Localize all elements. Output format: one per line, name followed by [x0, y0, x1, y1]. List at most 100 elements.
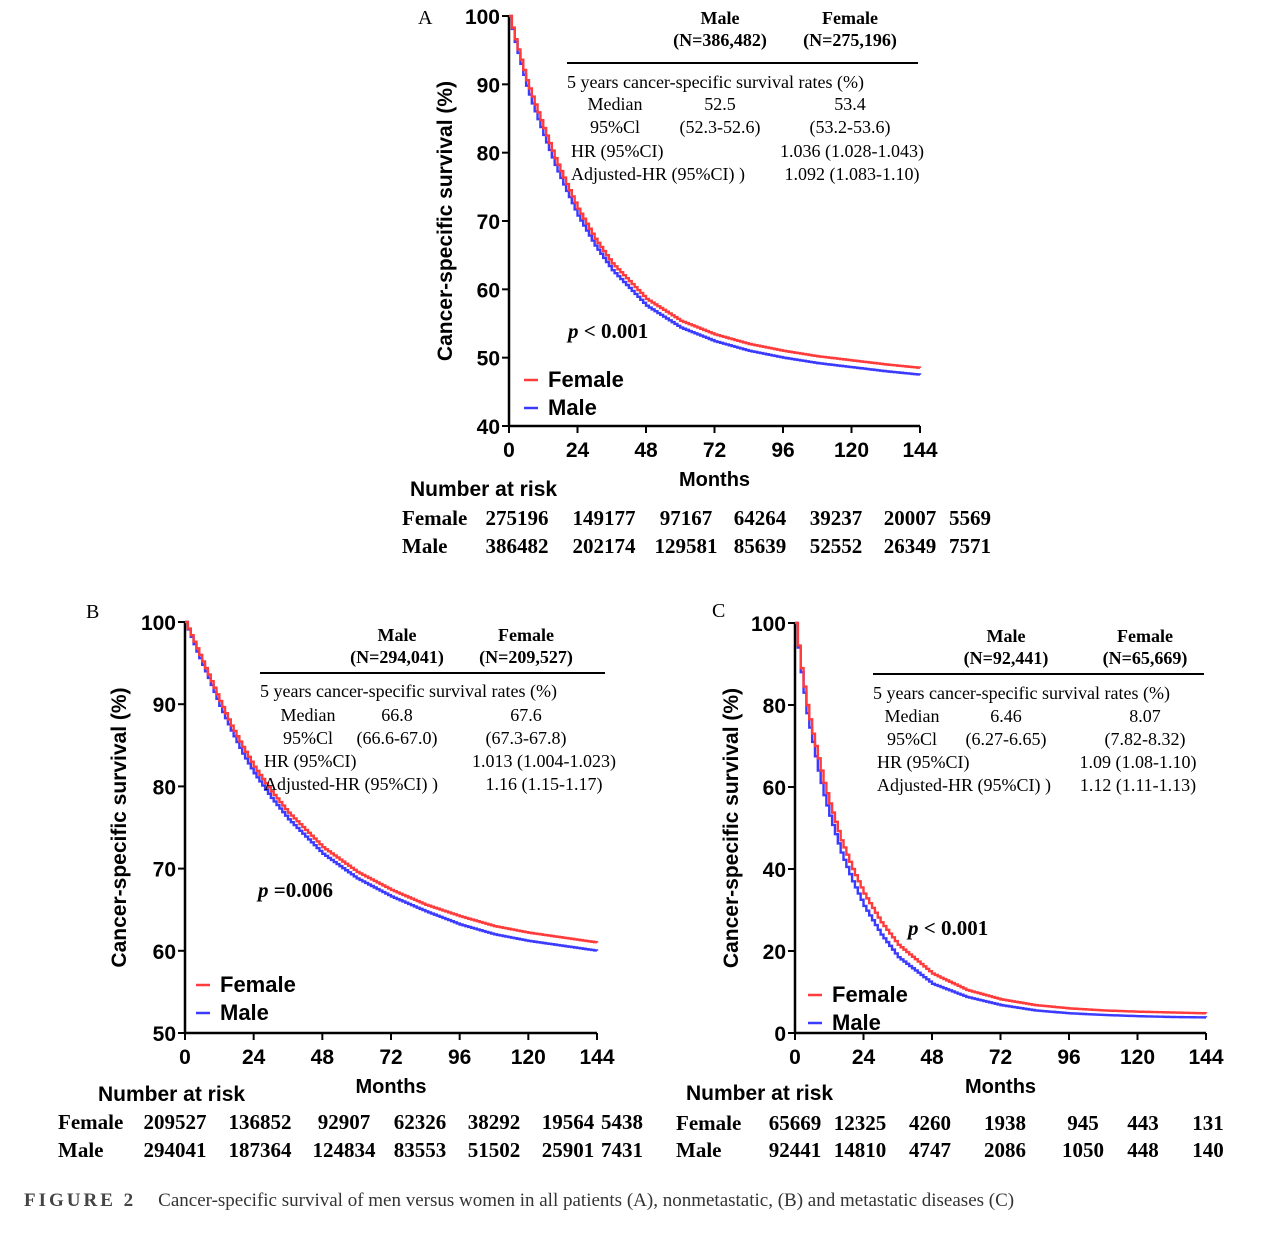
x-tick-label: 0	[789, 1046, 801, 1069]
y-tick-label: 80	[153, 776, 176, 799]
risk-value: 1050	[1062, 1138, 1104, 1162]
risk-value: 85639	[734, 534, 787, 558]
hr-label: HR (95%CI)	[264, 751, 357, 772]
table-title: 5 years cancer-specific survival rates (…	[567, 72, 864, 93]
x-tick-label: 48	[634, 439, 658, 462]
series-male-curve	[185, 620, 599, 952]
y-tick-label: 90	[477, 74, 500, 97]
risk-table: Number at risk Female 209527 136852 92907 623…	[58, 1083, 643, 1162]
risk-value: 51502	[468, 1138, 521, 1162]
table-row-label: Median	[281, 705, 336, 725]
legend-male-label: Male	[548, 395, 597, 420]
figure-caption: FIGURE 2 Cancer-specific survival of men …	[24, 1190, 1014, 1212]
adjusted-hr-label: Adjusted-HR (95%CI) )	[571, 164, 745, 185]
y-tick-label: 60	[763, 777, 786, 800]
x-tick-label: 144	[1188, 1046, 1223, 1069]
y-tick-label: 70	[153, 859, 176, 882]
x-tick-label: 120	[511, 1046, 546, 1069]
table-header-male: Male	[378, 625, 417, 645]
risk-value: 448	[1127, 1138, 1159, 1162]
adjusted-hr-value: 1.12 (1.11-1.13)	[1080, 775, 1196, 796]
risk-value: 443	[1127, 1111, 1159, 1135]
x-tick-label: 72	[989, 1046, 1012, 1069]
panel-c: C 0 20 40 60 80 100 0 24 48 72 96 120 144 Cancer-speci…	[676, 600, 1224, 1162]
panel-label: B	[86, 601, 99, 623]
risk-value: 275196	[486, 506, 549, 530]
risk-value: 4260	[909, 1111, 951, 1135]
table-header-female-n: (N=209,527)	[479, 647, 573, 668]
table-header-male-n: (N=92,441)	[964, 648, 1049, 669]
panel-label: A	[418, 7, 433, 29]
table-title: 5 years cancer-specific survival rates (…	[873, 683, 1170, 704]
y-tick-label: 40	[763, 859, 786, 882]
hr-value: 1.09 (1.08-1.10)	[1080, 752, 1197, 773]
y-tick-label: 50	[153, 1023, 176, 1046]
risk-row-label: Male	[402, 534, 447, 558]
x-tick-label: 24	[852, 1046, 876, 1069]
stats-table: Male Female (N=92,441) (N=65,669) 5 years ca…	[873, 626, 1204, 796]
risk-value: 92907	[318, 1110, 371, 1134]
panel-a: A 40 50 60 70 80 90 100 0 24 48 72 96 120 144 Cancer-sp…	[402, 6, 991, 558]
series-female-curve	[185, 620, 599, 944]
adjusted-hr-label: Adjusted-HR (95%CI) )	[877, 775, 1051, 796]
risk-value: 187364	[229, 1138, 293, 1162]
x-tick-label: 48	[920, 1046, 944, 1069]
risk-value: 20007	[884, 506, 937, 530]
hr-label: HR (95%CI)	[877, 752, 970, 773]
risk-table: Number at risk Female 275196 149177 97167 642…	[402, 478, 991, 558]
risk-row-label: Male	[58, 1138, 103, 1162]
table-header-male: Male	[701, 8, 740, 28]
risk-value: 65669	[769, 1111, 822, 1135]
hr-value: 1.013 (1.004-1.023)	[472, 751, 616, 772]
risk-value: 129581	[655, 534, 718, 558]
risk-row-label: Female	[402, 506, 467, 530]
y-tick-label: 100	[465, 6, 500, 29]
table-row-female-value: 8.07	[1129, 706, 1161, 726]
table-row-label: 95%Cl	[887, 729, 937, 749]
risk-value: 209527	[144, 1110, 207, 1134]
risk-value: 52552	[810, 534, 863, 558]
risk-value: 83553	[394, 1138, 447, 1162]
x-tick-label: 96	[771, 439, 794, 462]
table-header-male-n: (N=386,482)	[673, 30, 767, 51]
risk-value: 140	[1192, 1138, 1224, 1162]
risk-row-label: Female	[58, 1110, 123, 1134]
risk-value: 136852	[229, 1110, 292, 1134]
table-row-label: Median	[885, 706, 940, 726]
x-axis-label: Months	[965, 1076, 1036, 1098]
x-axis-label: Months	[355, 1076, 426, 1098]
series-female-curve	[795, 621, 1208, 1015]
y-tick-label: 100	[751, 613, 786, 636]
y-tick-label: 80	[477, 143, 500, 166]
risk-value: 4747	[909, 1138, 951, 1162]
risk-value: 386482	[486, 534, 549, 558]
y-tick-label: 40	[477, 416, 500, 439]
risk-value: 92441	[769, 1138, 822, 1162]
table-header-male: Male	[987, 626, 1026, 646]
table-row-female-value: (53.2-53.6)	[810, 117, 891, 138]
risk-value: 1938	[984, 1111, 1026, 1135]
risk-value: 14810	[834, 1138, 887, 1162]
x-tick-label: 48	[311, 1046, 335, 1069]
risk-value: 2086	[984, 1138, 1026, 1162]
table-row-female-value: (67.3-67.8)	[486, 728, 567, 749]
x-tick-label: 96	[1057, 1046, 1080, 1069]
adjusted-hr-label: Adjusted-HR (95%CI) )	[264, 774, 438, 795]
risk-value: 124834	[313, 1138, 377, 1162]
hr-value: 1.036 (1.028-1.043)	[780, 141, 924, 162]
risk-table: Number at risk Female 65669 12325 4260 1938 94…	[676, 1082, 1224, 1162]
x-tick-label: 120	[1120, 1046, 1155, 1069]
risk-value: 149177	[573, 506, 636, 530]
x-tick-label: 144	[579, 1046, 614, 1069]
x-tick-label: 72	[379, 1046, 402, 1069]
y-tick-label: 60	[477, 279, 500, 302]
hr-label: HR (95%CI)	[571, 141, 664, 162]
table-row-male-value: (52.3-52.6)	[680, 117, 761, 138]
x-tick-label: 96	[448, 1046, 471, 1069]
p-value: p =0.006	[256, 878, 333, 902]
stats-table: Male Female (N=294,041) (N=209,527) 5 years …	[260, 625, 616, 795]
stats-table: Male Female (N=386,482) (N=275,196) 5 years …	[567, 8, 924, 185]
table-row-female-value: 67.6	[510, 705, 542, 725]
risk-value: 26349	[884, 534, 937, 558]
legend-female-label: Female	[832, 982, 908, 1007]
